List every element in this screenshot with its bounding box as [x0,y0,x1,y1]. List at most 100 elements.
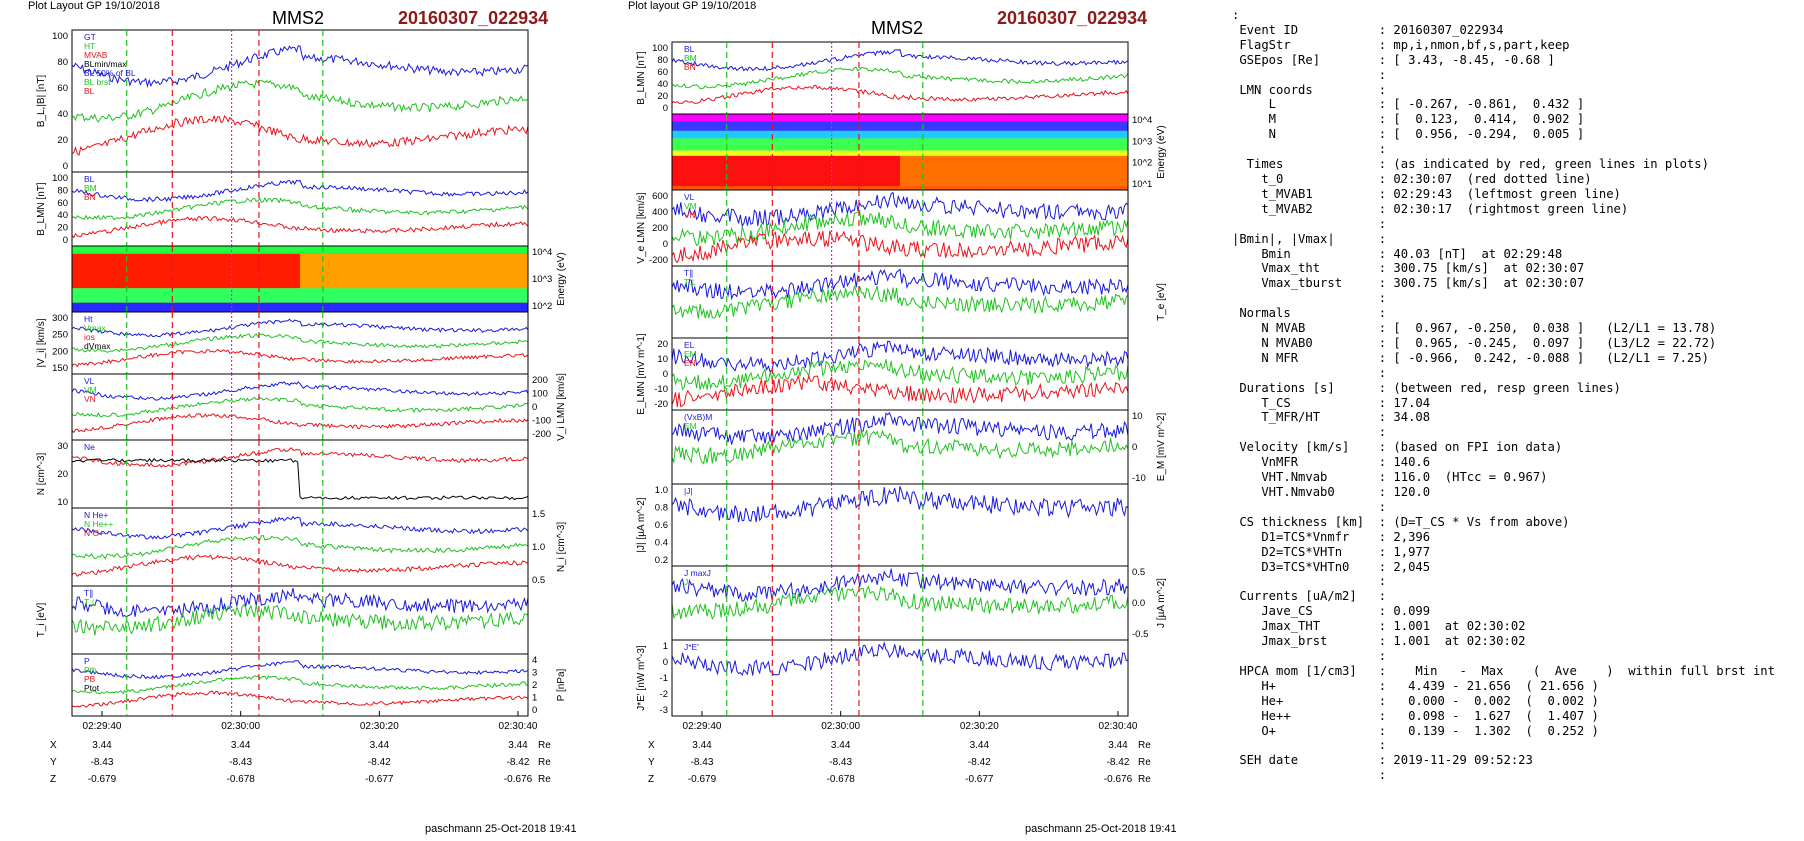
legend-entry: BM [84,183,97,193]
panel-frame [71,653,529,717]
axis-tick-label: 10 [657,354,668,365]
summary-line: VnMFR : 140.6 [1232,455,1431,470]
time-tick-label: 02:29:40 [83,721,122,732]
legend-entry: Ptot [84,683,100,693]
axis-tick-label: 150 [52,363,68,374]
legend-entry: BN [684,62,696,72]
legend-entry: GT [84,32,96,42]
series-line [71,413,529,434]
spectrogram-band [72,253,300,289]
axis-tick-label: -3 [660,705,668,716]
legend-entry: VM [84,385,97,395]
ephem-row-label: Z [648,774,654,785]
legend-entry: ios [84,332,95,342]
summary-line: Durations [s] : (between red, resp green… [1232,380,1621,395]
legend-entry: BL [84,86,95,96]
axis-tick-label: 1.5 [532,509,545,520]
series-line [71,114,529,157]
ephem-value: 3.44 [831,740,851,751]
panel-frame [671,639,1129,717]
series-line [671,374,1129,408]
ephem-row-label: Y [648,757,655,768]
axis-label: T_e [eV] [1156,283,1167,321]
summary-line: Event ID : 20160307_022934 [1232,22,1504,37]
legend-entry: T⊥ [84,597,97,607]
time-tick-label: 02:30:20 [960,721,999,732]
summary-line: GSEpos [Re] : [ 3.43, -8.45, -0.68 ] [1232,52,1555,67]
ephem-value: 3.44 [508,740,528,751]
axis-tick-label: 20 [657,91,668,102]
ephem-value: 3.44 [1108,740,1128,751]
right-event-title: 20160307_022934 [997,8,1148,28]
summary-line: VHT.Nmvab0 : 120.0 [1232,485,1431,499]
time-tick-label: 02:30:40 [499,721,538,732]
axis-tick-label: 10 [1132,411,1143,422]
series-line [71,348,529,368]
summary-line: Jmax_THT : 1.001 at 02:30:02 [1232,619,1526,634]
summary-line: L : [ -0.267, -0.861, 0.432 ] [1232,97,1585,112]
axis-tick-label: 3 [532,668,537,679]
series-line [671,585,1129,620]
axis-tick-label: 0.0 [1132,598,1145,609]
summary-line: : [1232,648,1387,663]
summary-line: Velocity [km/s] : (based on FPI ion data… [1232,440,1563,455]
series-line [71,554,529,577]
series-line [671,268,1129,301]
axis-tick-label: 10^3 [1132,136,1152,147]
axis-tick-label: 0 [663,103,668,114]
panel-bg [672,338,1128,410]
legend-entry: dVmax [84,341,111,351]
axis-tick-label: 2 [532,680,537,691]
ephem-unit: Re [538,774,551,785]
axis-tick-label: 200 [652,223,668,234]
ephem-value: -0.679 [88,774,117,785]
summary-line: T_MFR/HT : 34.08 [1232,410,1431,425]
summary-line: : [1232,499,1387,514]
time-tick-label: 02:30:20 [360,721,399,732]
summary-line: N MVAB : [ 0.967, -0.250, 0.038 ] (L2/L1… [1232,321,1717,336]
legend-entry: VN [84,394,96,404]
axis-tick-label: 200 [532,375,548,386]
series-line [671,66,1129,90]
axis-tick-label: 10^3 [532,274,552,285]
spectrogram-band [672,155,900,187]
legend-entry: EN [684,358,696,368]
ephem-row-label: X [50,740,57,751]
time-tick-label: 02:30:00 [821,721,860,732]
ephem-value: -8.43 [829,757,852,768]
legend-entry: |J| [684,486,693,496]
axis-label: B_LMN [nT] [36,182,47,236]
legend-entry: Pth [84,665,97,675]
axis-tick-label: 100 [652,43,668,54]
summary-line: |Bmin|, |Vmax| : [1232,231,1387,246]
ephem-value: -8.42 [507,757,530,768]
panel-bg [72,374,528,440]
legend-entry: N He++ [84,519,113,529]
ephem-value: 3.44 [370,740,390,751]
legend-entry: N He+ [84,510,108,520]
summary-line: He+ : 0.000 - 0.002 ( 0.002 ) [1232,693,1599,708]
axis-tick-label: 40 [57,109,68,120]
axis-label: J [µA m^-2] [1156,578,1167,628]
panel-bg [72,508,528,586]
axis-tick-label: -1 [660,673,668,684]
axis-label: B_LMN [nT] [636,51,647,105]
ephem-value: 3.44 [970,740,990,751]
axis-label: V_e LMN [km/s] [636,192,647,263]
spectrogram-band [72,302,528,312]
series-line [71,675,529,695]
series-line [671,568,1129,602]
panel-bg [72,30,528,172]
summary-line: Vmax_tht : 300.75 [km/s] at 02:30:07 [1232,261,1585,276]
summary-line: LMN coords : [1232,82,1387,97]
summary-line: Bmin : 40.03 [nT] at 02:29:48 [1232,246,1563,261]
axis-tick-label: 60 [57,198,68,209]
axis-tick-label: -10 [654,384,668,395]
legend-entry: Vmax [84,323,106,333]
axis-tick-label: 20 [57,223,68,234]
panel-bg [672,640,1128,716]
legend-entry: EM [684,421,697,431]
axis-label: N [cm^-3] [36,453,47,496]
legend-entry: MVAB [84,50,108,60]
ephem-value: -0.677 [965,774,994,785]
